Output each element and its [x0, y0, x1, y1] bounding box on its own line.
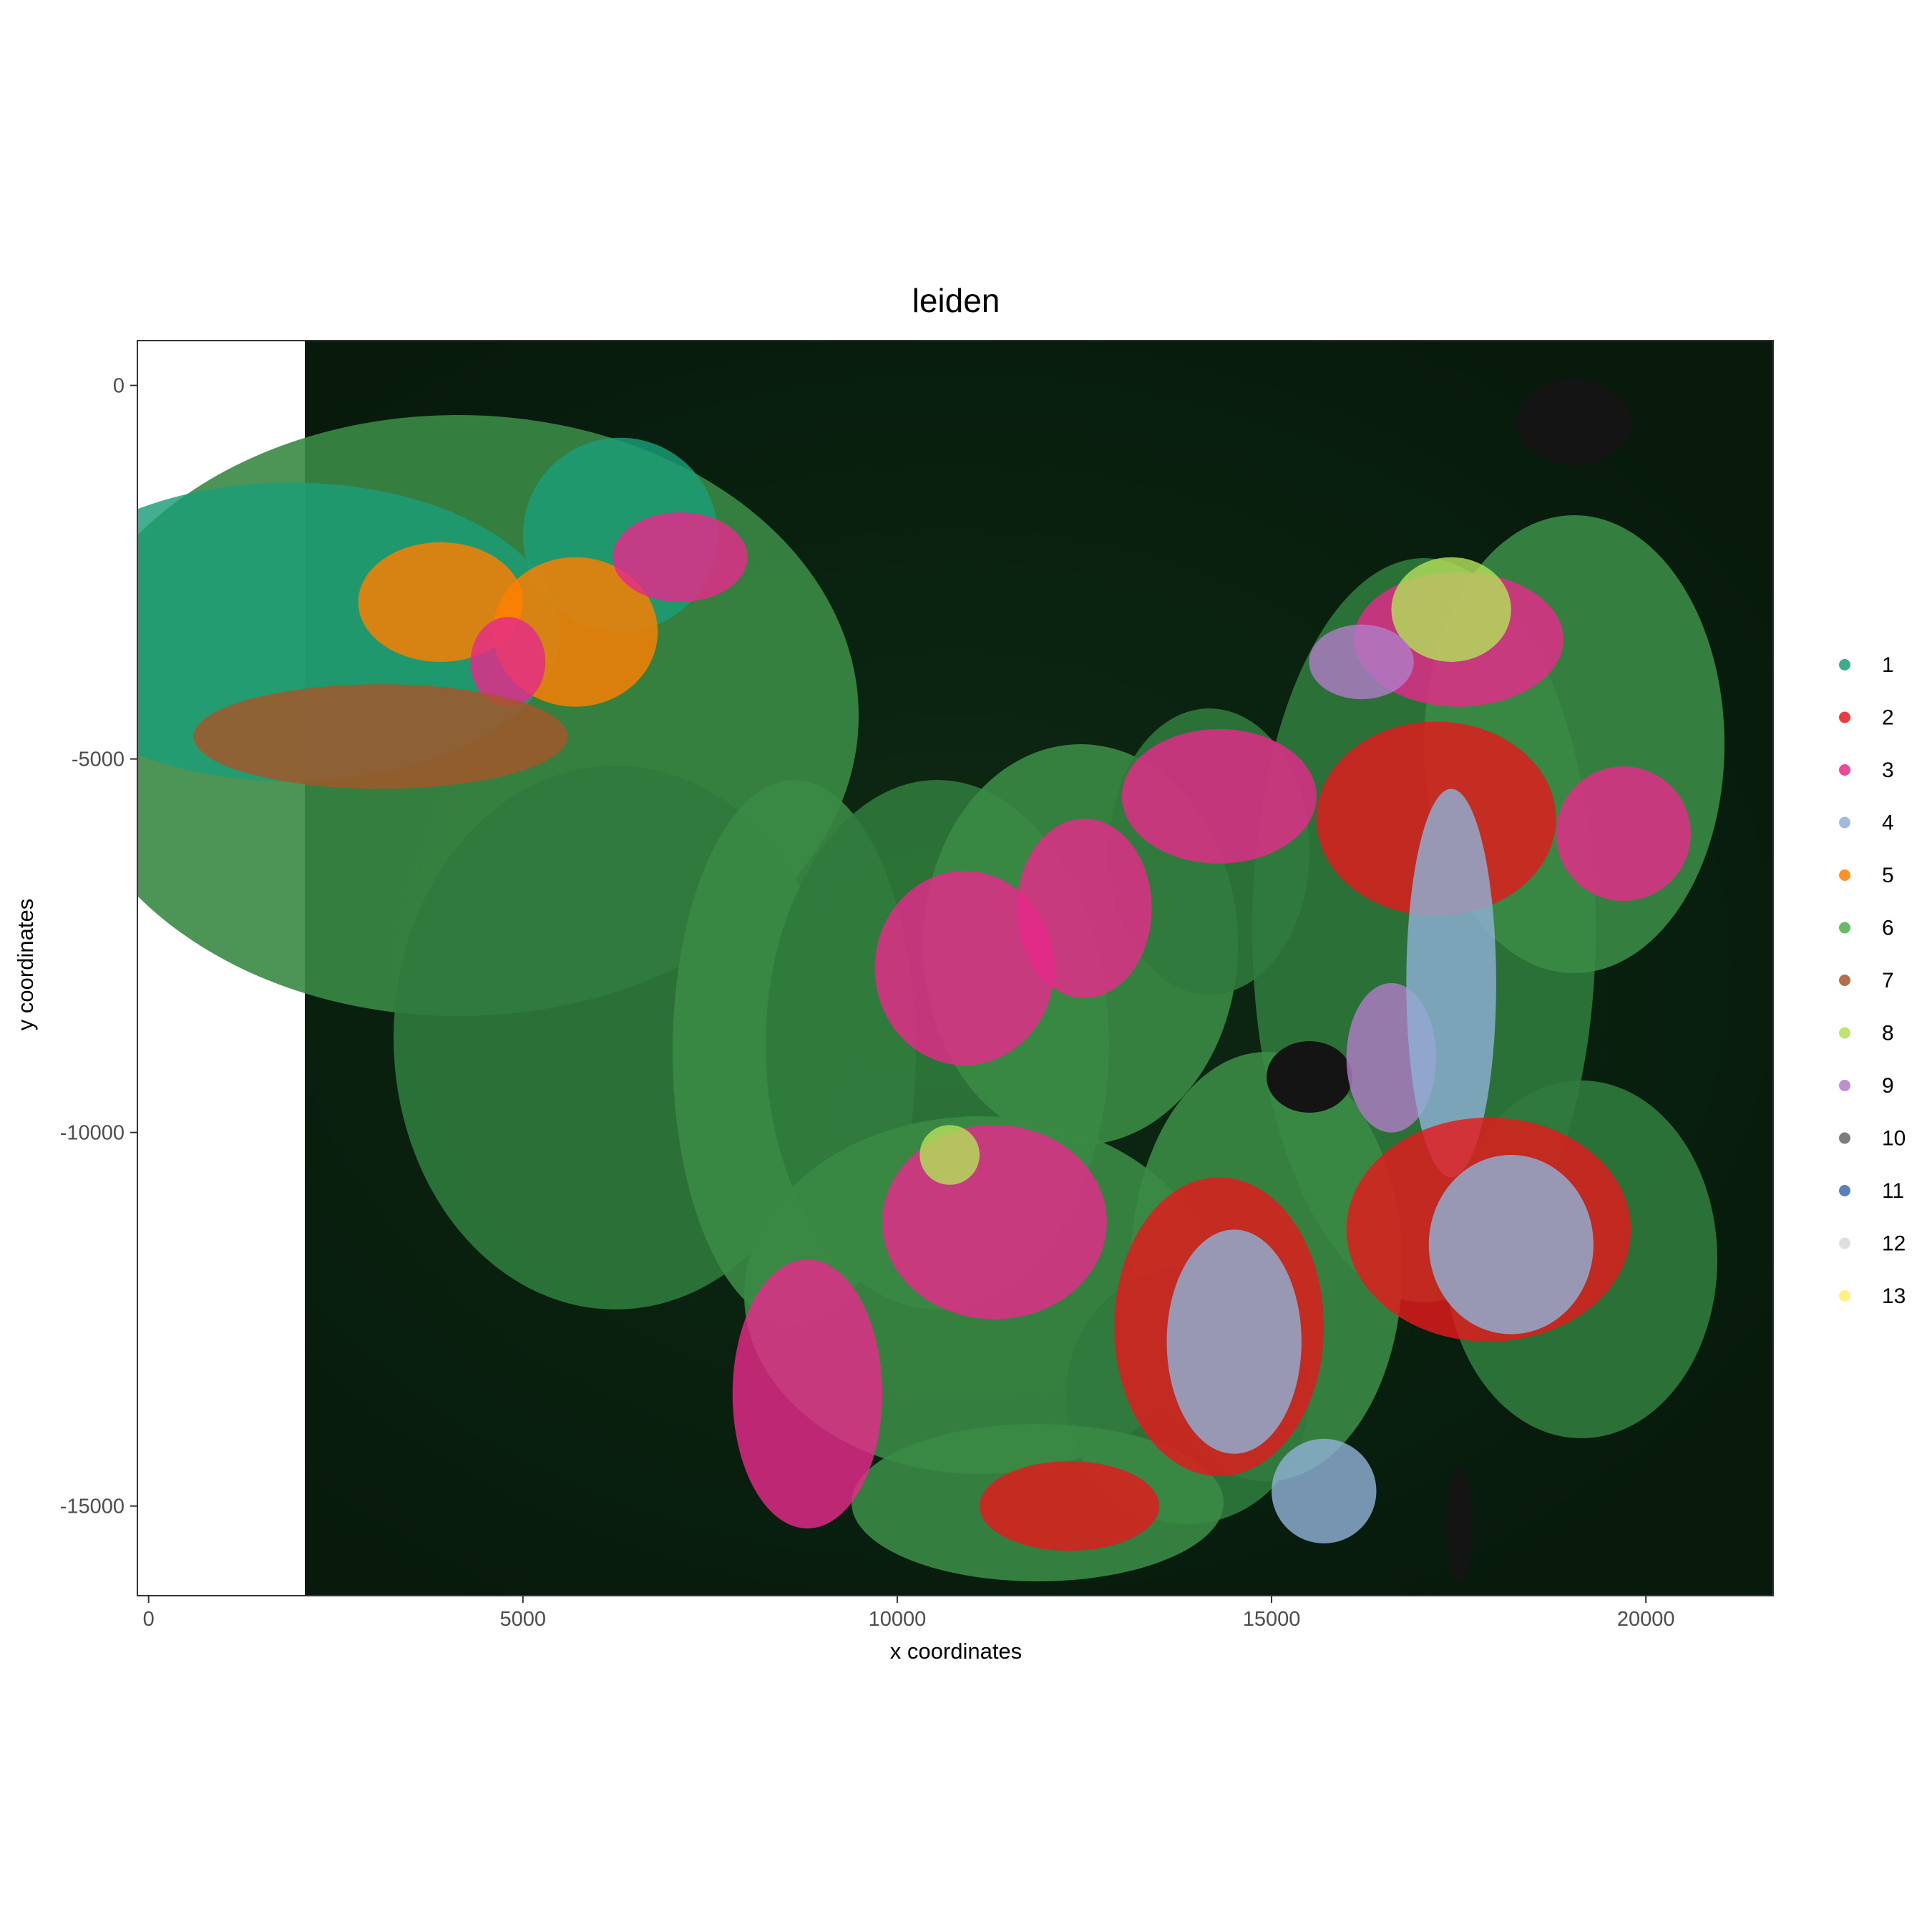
cluster-3-region — [882, 1125, 1107, 1319]
legend-label-11: 11 — [1882, 1179, 1904, 1203]
y-tick-label: -5000 — [72, 748, 125, 771]
legend-key-12 — [1839, 1237, 1850, 1249]
legend-key-1 — [1839, 659, 1850, 670]
cluster-3-region — [732, 1259, 882, 1529]
x-axis-title: x coordinates — [890, 1639, 1022, 1664]
chart-title: leiden — [912, 282, 1000, 319]
cluster-8-region — [1391, 557, 1511, 662]
legend-key-3 — [1839, 764, 1850, 776]
x-axis: 0 5000 10000 15000 20000 — [143, 1596, 1675, 1631]
legend-key-4 — [1839, 816, 1850, 829]
y-axis: 0 -5000 -10000 -15000 — [60, 375, 137, 1518]
cluster-4-region — [1272, 1438, 1377, 1543]
legend-label-13: 13 — [1882, 1284, 1906, 1308]
legend-key-10 — [1839, 1132, 1850, 1144]
legend-key-7 — [1839, 975, 1850, 986]
tissue-hole — [1517, 379, 1631, 465]
legend-key-13 — [1839, 1290, 1850, 1302]
cluster-3-region — [470, 617, 546, 707]
legend-label-2: 2 — [1882, 706, 1894, 730]
x-tick-label: 20000 — [1617, 1608, 1675, 1631]
plot-panel-border — [137, 340, 1774, 1596]
tissue-hole — [1267, 1041, 1352, 1113]
legend-label-3: 3 — [1882, 758, 1894, 782]
cluster-4-region — [1406, 789, 1496, 1178]
x-tick-label: 10000 — [869, 1608, 927, 1631]
x-tick-label: 5000 — [500, 1608, 547, 1631]
cluster-3-region — [613, 512, 748, 602]
legend-label-9: 9 — [1882, 1074, 1894, 1098]
plot-area — [137, 341, 1773, 1596]
cluster-9-region — [1309, 624, 1414, 700]
legend-key-9 — [1839, 1080, 1850, 1091]
y-tick-label: 0 — [113, 375, 125, 398]
y-axis-title: y coordinates — [13, 899, 38, 1030]
cluster-7-region — [193, 684, 568, 789]
x-tick-label: 0 — [143, 1608, 155, 1631]
x-tick-label: 15000 — [1243, 1608, 1301, 1631]
cluster-3-region — [874, 871, 1055, 1065]
cluster-3-region — [1017, 819, 1152, 998]
cluster-2-region — [980, 1461, 1160, 1551]
legend-label-6: 6 — [1882, 917, 1894, 940]
cluster-3-region — [1121, 728, 1317, 864]
legend-key-5 — [1839, 869, 1850, 881]
tissue-hole — [1447, 1467, 1473, 1581]
legend-label-5: 5 — [1882, 864, 1894, 887]
cluster-regions — [137, 437, 1691, 1551]
cluster-3-region — [1556, 766, 1691, 902]
legend-label-7: 7 — [1882, 969, 1894, 992]
legend-label-12: 12 — [1882, 1232, 1906, 1256]
legend-label-1: 1 — [1882, 653, 1894, 677]
cluster-4-region — [1166, 1229, 1302, 1454]
legend-label-4: 4 — [1882, 811, 1894, 835]
legend-label-10: 10 — [1882, 1127, 1906, 1151]
cluster-8-region — [919, 1125, 980, 1185]
legend-key-2 — [1839, 711, 1850, 723]
y-tick-label: -15000 — [60, 1496, 125, 1518]
legend-key-11 — [1839, 1185, 1850, 1196]
legend-label-8: 8 — [1882, 1022, 1894, 1045]
y-tick-label: -10000 — [60, 1122, 125, 1145]
cluster-4-region — [1428, 1155, 1594, 1335]
legend-key-8 — [1839, 1027, 1850, 1039]
legend-key-6 — [1839, 922, 1850, 934]
